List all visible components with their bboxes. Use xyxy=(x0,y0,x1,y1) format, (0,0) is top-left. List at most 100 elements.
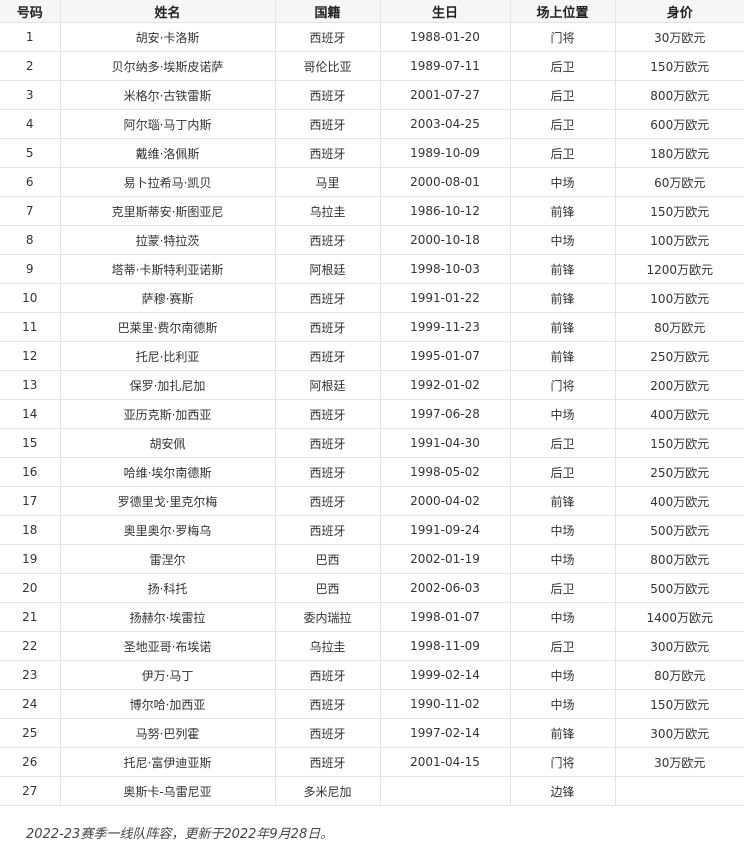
cell-number: 1 xyxy=(0,22,61,52)
table-row: 18 奥里奥尔·罗梅乌 西班牙 1991-09-24 中场 500万欧元 xyxy=(0,515,744,545)
table-row: 21 扬赫尔·埃雷拉 委内瑞拉 1998-01-07 中场 1400万欧元 xyxy=(0,602,744,632)
cell-value: 150万欧元 xyxy=(614,51,744,81)
table-row: 1 胡安·卡洛斯 西班牙 1988-01-20 门将 30万欧元 xyxy=(0,22,744,52)
cell-nationality: 多米尼加 xyxy=(274,776,381,806)
table-body: 1 胡安·卡洛斯 西班牙 1988-01-20 门将 30万欧元 2 贝尔纳多·埃斯皮诺萨 哥伦… xyxy=(0,22,744,806)
cell-number: 7 xyxy=(0,196,61,226)
cell-birthday: 1999-02-14 xyxy=(379,660,511,690)
cell-position: 中场 xyxy=(509,544,616,574)
table-row: 7 克里斯蒂安·斯图亚尼 乌拉圭 1986-10-12 前锋 150万欧元 xyxy=(0,196,744,226)
cell-nationality: 巴西 xyxy=(274,544,381,574)
cell-birthday: 1988-01-20 xyxy=(379,22,511,52)
cell-nationality: 西班牙 xyxy=(274,718,381,748)
cell-value: 250万欧元 xyxy=(614,457,744,487)
cell-value: 500万欧元 xyxy=(614,573,744,603)
cell-position: 中场 xyxy=(509,689,616,719)
cell-name: 巴莱里·费尔南德斯 xyxy=(59,312,276,342)
cell-number: 6 xyxy=(0,167,61,197)
cell-position: 后卫 xyxy=(509,428,616,458)
table-row: 19 雷涅尔 巴西 2002-01-19 中场 800万欧元 xyxy=(0,544,744,574)
cell-number: 24 xyxy=(0,689,61,719)
cell-value: 150万欧元 xyxy=(614,196,744,226)
cell-name: 奥斯卡-乌雷尼亚 xyxy=(59,776,276,806)
cell-birthday: 1998-11-09 xyxy=(379,631,511,661)
cell-birthday: 1992-01-02 xyxy=(379,370,511,400)
cell-position: 门将 xyxy=(509,22,616,52)
table-row: 12 托尼·比利亚 西班牙 1995-01-07 前锋 250万欧元 xyxy=(0,341,744,371)
cell-number: 15 xyxy=(0,428,61,458)
cell-value: 400万欧元 xyxy=(614,399,744,429)
header-number: 号码 xyxy=(0,0,61,23)
header-row: 号码 姓名 国籍 生日 场上位置 身价 xyxy=(0,0,744,23)
cell-number: 25 xyxy=(0,718,61,748)
cell-position: 后卫 xyxy=(509,138,616,168)
cell-name: 易卜拉希马·凯贝 xyxy=(59,167,276,197)
cell-position: 中场 xyxy=(509,602,616,632)
cell-number: 5 xyxy=(0,138,61,168)
cell-nationality: 乌拉圭 xyxy=(274,196,381,226)
cell-number: 23 xyxy=(0,660,61,690)
cell-birthday: 2000-08-01 xyxy=(379,167,511,197)
cell-nationality: 西班牙 xyxy=(274,283,381,313)
cell-position: 后卫 xyxy=(509,80,616,110)
cell-value: 200万欧元 xyxy=(614,370,744,400)
table-row: 3 米格尔·古铁雷斯 西班牙 2001-07-27 后卫 800万欧元 xyxy=(0,80,744,110)
cell-position: 门将 xyxy=(509,747,616,777)
cell-name: 亚历克斯·加西亚 xyxy=(59,399,276,429)
cell-birthday: 1989-10-09 xyxy=(379,138,511,168)
cell-number: 3 xyxy=(0,80,61,110)
cell-position: 中场 xyxy=(509,399,616,429)
cell-name: 塔蒂·卡斯特利亚诺斯 xyxy=(59,254,276,284)
table-row: 14 亚历克斯·加西亚 西班牙 1997-06-28 中场 400万欧元 xyxy=(0,399,744,429)
cell-birthday xyxy=(379,776,511,806)
table-row: 6 易卜拉希马·凯贝 马里 2000-08-01 中场 60万欧元 xyxy=(0,167,744,197)
cell-nationality: 马里 xyxy=(274,167,381,197)
cell-nationality: 西班牙 xyxy=(274,399,381,429)
cell-nationality: 西班牙 xyxy=(274,747,381,777)
cell-nationality: 西班牙 xyxy=(274,138,381,168)
cell-name: 奥里奥尔·罗梅乌 xyxy=(59,515,276,545)
cell-value: 60万欧元 xyxy=(614,167,744,197)
table-row: 23 伊万·马丁 西班牙 1999-02-14 中场 80万欧元 xyxy=(0,660,744,690)
cell-nationality: 西班牙 xyxy=(274,22,381,52)
cell-value: 1400万欧元 xyxy=(614,602,744,632)
cell-value: 180万欧元 xyxy=(614,138,744,168)
cell-birthday: 1998-10-03 xyxy=(379,254,511,284)
cell-position: 中场 xyxy=(509,515,616,545)
cell-value: 800万欧元 xyxy=(614,80,744,110)
cell-name: 扬赫尔·埃雷拉 xyxy=(59,602,276,632)
cell-value: 100万欧元 xyxy=(614,225,744,255)
cell-name: 拉蒙·特拉茨 xyxy=(59,225,276,255)
cell-birthday: 1990-11-02 xyxy=(379,689,511,719)
header-value: 身价 xyxy=(614,0,744,23)
cell-position: 前锋 xyxy=(509,312,616,342)
cell-position: 后卫 xyxy=(509,51,616,81)
table-row: 13 保罗·加扎尼加 阿根廷 1992-01-02 门将 200万欧元 xyxy=(0,370,744,400)
cell-nationality: 巴西 xyxy=(274,573,381,603)
table-row: 15 胡安佩 西班牙 1991-04-30 后卫 150万欧元 xyxy=(0,428,744,458)
cell-name: 伊万·马丁 xyxy=(59,660,276,690)
cell-number: 18 xyxy=(0,515,61,545)
cell-nationality: 西班牙 xyxy=(274,660,381,690)
cell-number: 10 xyxy=(0,283,61,313)
table-row: 4 阿尔瑙·马丁内斯 西班牙 2003-04-25 后卫 600万欧元 xyxy=(0,109,744,139)
cell-number: 2 xyxy=(0,51,61,81)
cell-birthday: 1989-07-11 xyxy=(379,51,511,81)
cell-position: 后卫 xyxy=(509,631,616,661)
header-birthday: 生日 xyxy=(379,0,511,23)
cell-birthday: 2001-04-15 xyxy=(379,747,511,777)
cell-birthday: 2003-04-25 xyxy=(379,109,511,139)
cell-birthday: 2000-10-18 xyxy=(379,225,511,255)
cell-name: 托尼·比利亚 xyxy=(59,341,276,371)
cell-value: 400万欧元 xyxy=(614,486,744,516)
cell-value: 600万欧元 xyxy=(614,109,744,139)
cell-position: 后卫 xyxy=(509,109,616,139)
cell-number: 12 xyxy=(0,341,61,371)
cell-nationality: 西班牙 xyxy=(274,428,381,458)
cell-value: 30万欧元 xyxy=(614,747,744,777)
cell-birthday: 1998-05-02 xyxy=(379,457,511,487)
cell-name: 哈维·埃尔南德斯 xyxy=(59,457,276,487)
cell-number: 11 xyxy=(0,312,61,342)
cell-birthday: 1998-01-07 xyxy=(379,602,511,632)
cell-nationality: 西班牙 xyxy=(274,225,381,255)
